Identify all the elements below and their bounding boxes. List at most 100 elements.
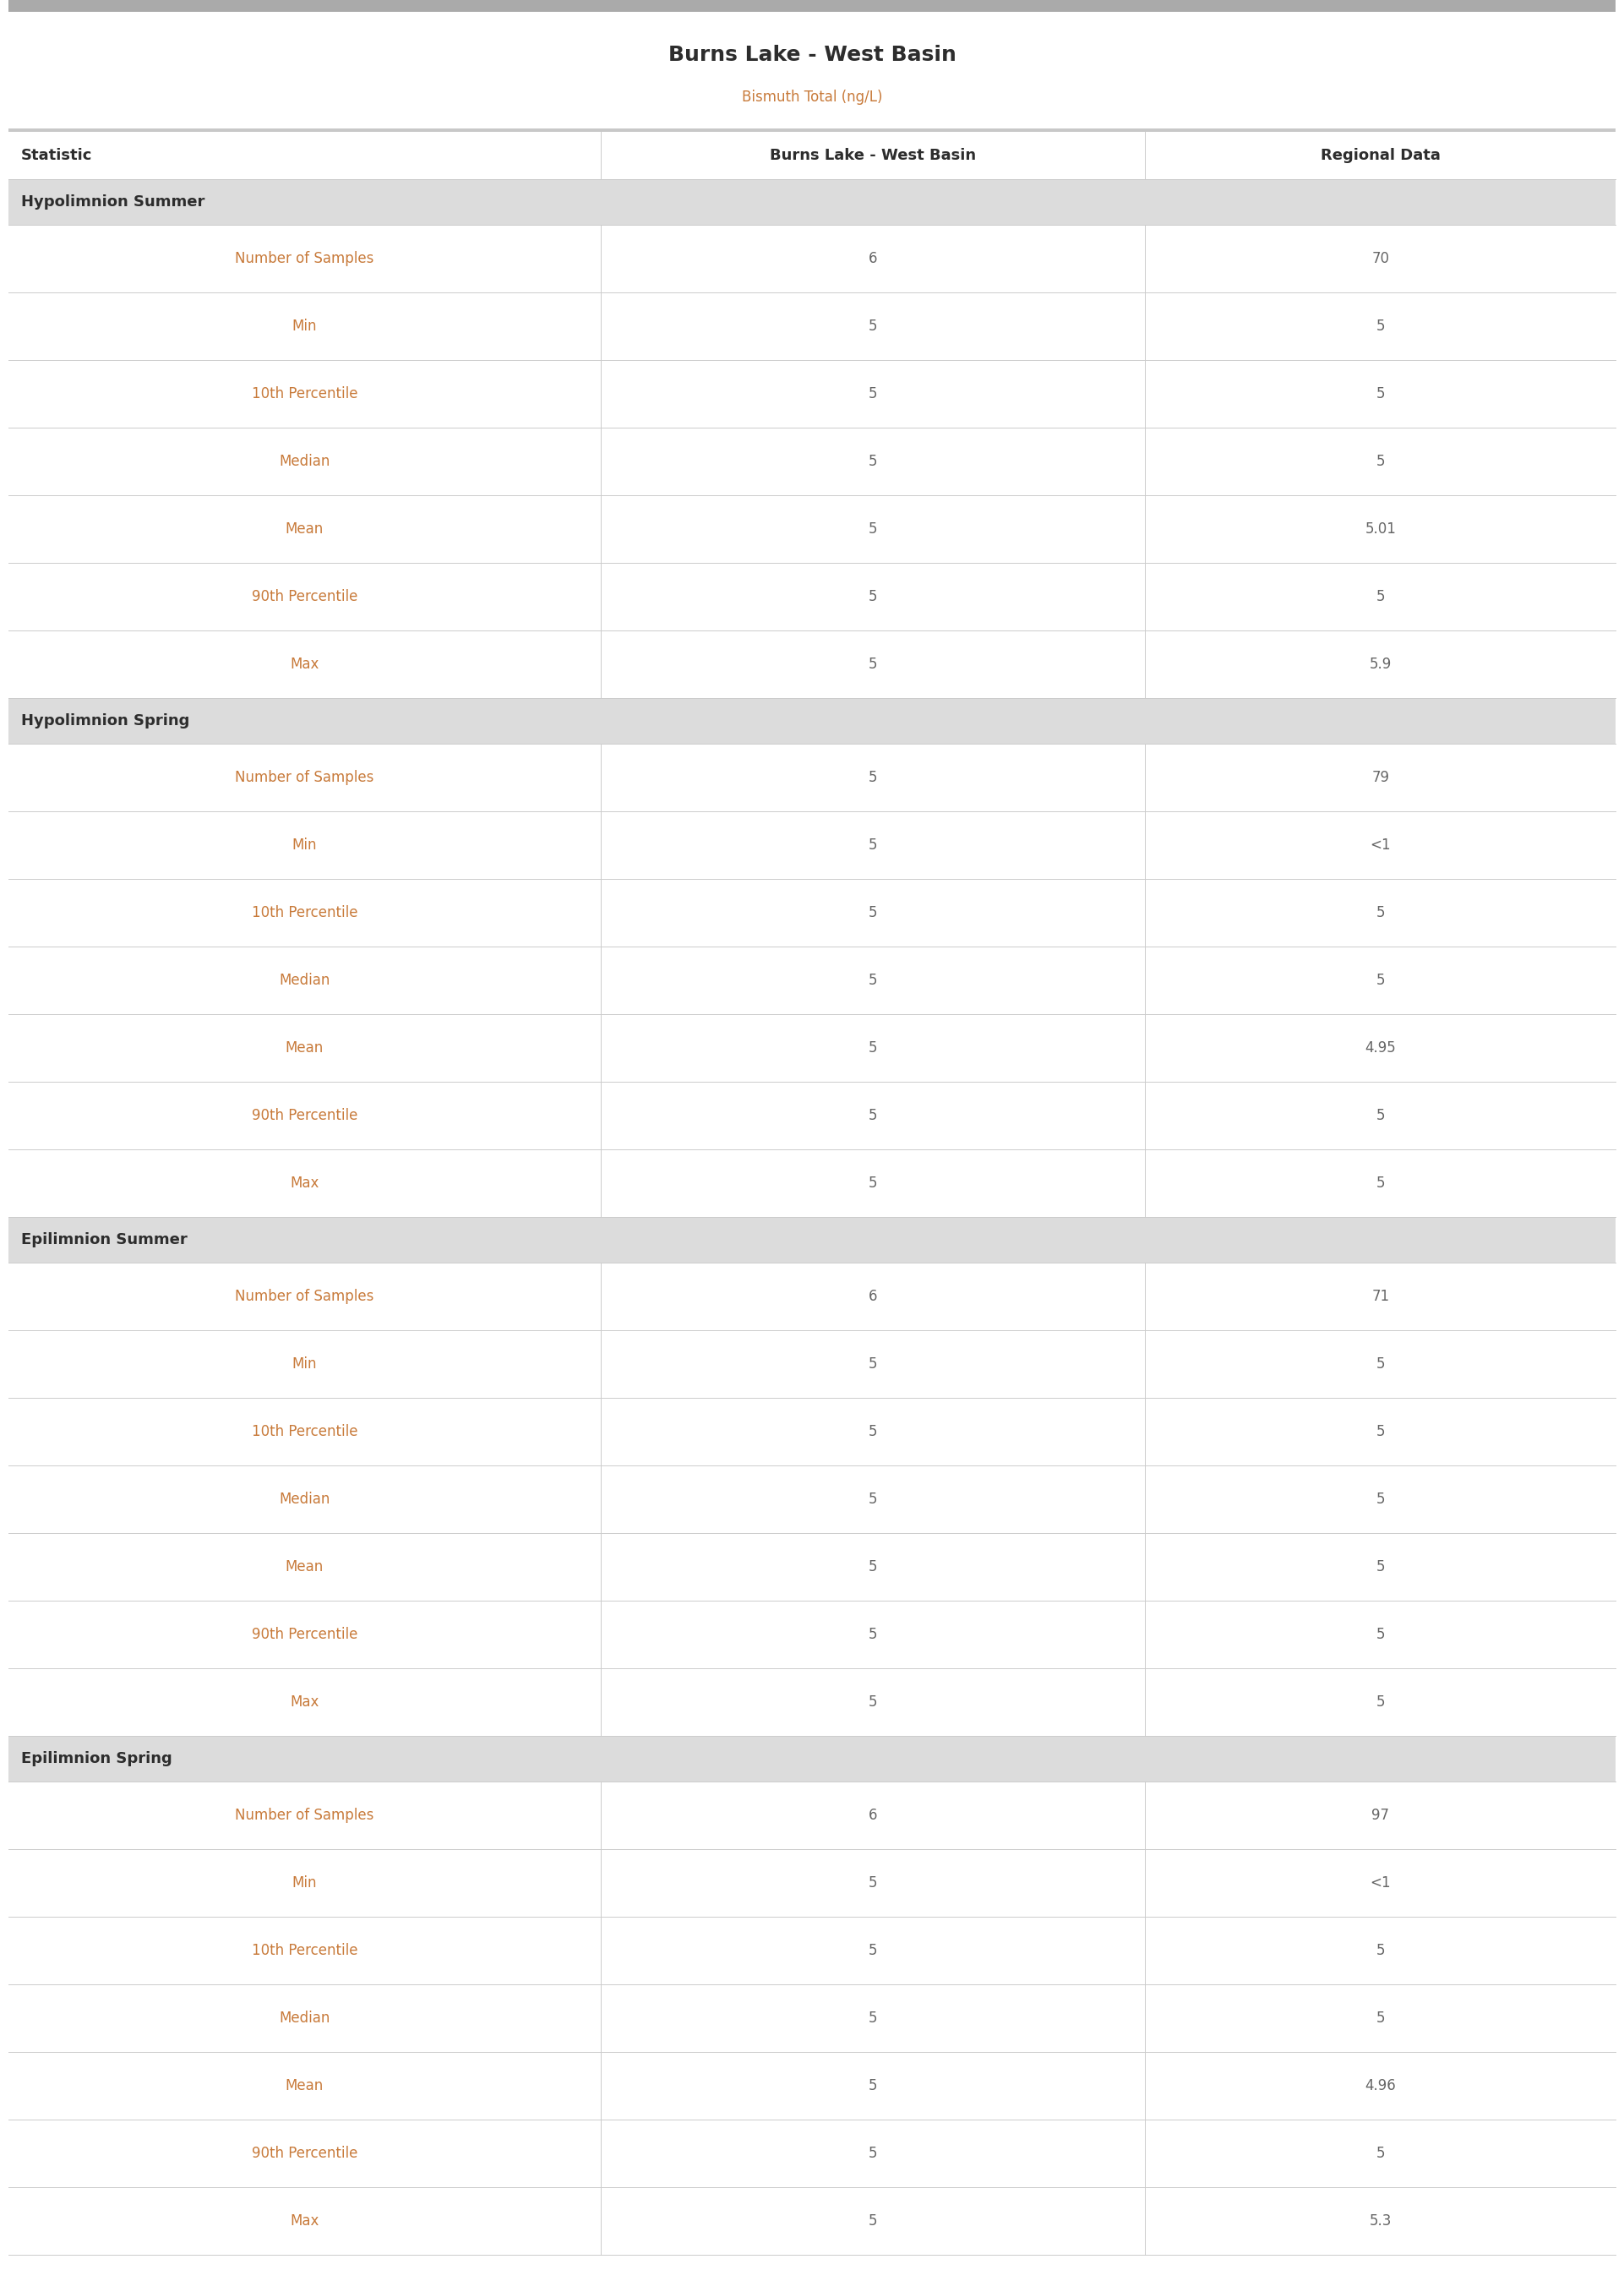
Text: 6: 6 bbox=[869, 252, 877, 266]
Text: Min: Min bbox=[292, 1875, 317, 1891]
Bar bbox=[8, 1217, 1616, 1262]
Text: 5: 5 bbox=[1376, 386, 1385, 402]
Text: 5: 5 bbox=[869, 1693, 877, 1709]
Text: 5: 5 bbox=[1376, 1491, 1385, 1507]
Bar bbox=[8, 1532, 1616, 1600]
Text: 5: 5 bbox=[869, 318, 877, 334]
Bar bbox=[8, 1668, 1616, 1737]
Text: 5: 5 bbox=[1376, 1176, 1385, 1192]
Bar bbox=[8, 1782, 1616, 1850]
Text: Max: Max bbox=[291, 656, 318, 672]
Text: 5: 5 bbox=[869, 1423, 877, 1439]
Text: Mean: Mean bbox=[286, 522, 323, 536]
Text: 5: 5 bbox=[869, 386, 877, 402]
Text: 6: 6 bbox=[869, 1289, 877, 1303]
Text: Median: Median bbox=[279, 454, 330, 470]
Text: 5: 5 bbox=[869, 2077, 877, 2093]
Bar bbox=[8, 2188, 1616, 2254]
Text: 5: 5 bbox=[869, 656, 877, 672]
Text: 5: 5 bbox=[1376, 454, 1385, 470]
Text: 79: 79 bbox=[1372, 770, 1389, 785]
Text: 5: 5 bbox=[1376, 588, 1385, 604]
Text: <1: <1 bbox=[1371, 838, 1390, 854]
Text: 5: 5 bbox=[869, 2213, 877, 2229]
Bar bbox=[8, 179, 1616, 225]
Text: Statistic: Statistic bbox=[21, 148, 93, 163]
Text: 5: 5 bbox=[1376, 1943, 1385, 1959]
Text: Number of Samples: Number of Samples bbox=[235, 1807, 374, 1823]
Text: 5: 5 bbox=[869, 838, 877, 854]
Text: 71: 71 bbox=[1372, 1289, 1389, 1303]
Text: 5: 5 bbox=[1376, 2145, 1385, 2161]
Text: Epilimnion Summer: Epilimnion Summer bbox=[21, 1233, 187, 1248]
Text: 97: 97 bbox=[1372, 1807, 1389, 1823]
Text: 5: 5 bbox=[869, 974, 877, 987]
Text: Median: Median bbox=[279, 1491, 330, 1507]
Bar bbox=[8, 1466, 1616, 1532]
Text: 90th Percentile: 90th Percentile bbox=[252, 1108, 357, 1124]
Text: 70: 70 bbox=[1372, 252, 1389, 266]
Text: Mean: Mean bbox=[286, 1040, 323, 1056]
Text: 5: 5 bbox=[1376, 2011, 1385, 2025]
Bar bbox=[8, 0, 1616, 11]
Text: 5: 5 bbox=[869, 1108, 877, 1124]
Bar bbox=[8, 1737, 1616, 1782]
Text: 90th Percentile: 90th Percentile bbox=[252, 1628, 357, 1641]
Text: 5.01: 5.01 bbox=[1364, 522, 1397, 536]
Text: 5: 5 bbox=[869, 522, 877, 536]
Text: Bismuth Total (ng/L): Bismuth Total (ng/L) bbox=[742, 89, 882, 104]
Text: 5: 5 bbox=[869, 770, 877, 785]
Bar bbox=[8, 1984, 1616, 2052]
Text: 5: 5 bbox=[869, 2145, 877, 2161]
Text: Hypolimnion Summer: Hypolimnion Summer bbox=[21, 195, 205, 209]
Bar bbox=[8, 361, 1616, 427]
Bar bbox=[8, 427, 1616, 495]
Text: 4.95: 4.95 bbox=[1364, 1040, 1397, 1056]
Text: 5.3: 5.3 bbox=[1369, 2213, 1392, 2229]
Text: 5: 5 bbox=[1376, 1559, 1385, 1575]
Text: Min: Min bbox=[292, 318, 317, 334]
Bar bbox=[8, 1916, 1616, 1984]
Bar bbox=[8, 225, 1616, 293]
Text: 5: 5 bbox=[869, 454, 877, 470]
Text: Burns Lake - West Basin: Burns Lake - West Basin bbox=[770, 148, 976, 163]
Bar bbox=[8, 699, 1616, 745]
Text: 5: 5 bbox=[869, 588, 877, 604]
Text: 5: 5 bbox=[1376, 1628, 1385, 1641]
Text: 10th Percentile: 10th Percentile bbox=[252, 386, 357, 402]
Bar bbox=[8, 947, 1616, 1015]
Text: Median: Median bbox=[279, 974, 330, 987]
Text: Max: Max bbox=[291, 1693, 318, 1709]
Text: <1: <1 bbox=[1371, 1875, 1390, 1891]
Text: 5: 5 bbox=[869, 1040, 877, 1056]
Bar bbox=[8, 1398, 1616, 1466]
Text: Number of Samples: Number of Samples bbox=[235, 252, 374, 266]
Text: 5: 5 bbox=[869, 1357, 877, 1371]
Bar bbox=[8, 563, 1616, 631]
Bar bbox=[8, 2052, 1616, 2120]
Bar bbox=[8, 1850, 1616, 1916]
Text: 5: 5 bbox=[869, 1875, 877, 1891]
Bar bbox=[8, 495, 1616, 563]
Bar bbox=[8, 878, 1616, 947]
Bar bbox=[8, 1330, 1616, 1398]
Text: Mean: Mean bbox=[286, 1559, 323, 1575]
Bar bbox=[8, 129, 1616, 132]
Text: 5: 5 bbox=[1376, 318, 1385, 334]
Bar bbox=[8, 1262, 1616, 1330]
Text: Min: Min bbox=[292, 1357, 317, 1371]
Bar bbox=[8, 1015, 1616, 1083]
Text: 10th Percentile: 10th Percentile bbox=[252, 906, 357, 919]
Bar bbox=[8, 631, 1616, 699]
Text: 5.9: 5.9 bbox=[1369, 656, 1392, 672]
Text: Mean: Mean bbox=[286, 2077, 323, 2093]
Text: Max: Max bbox=[291, 2213, 318, 2229]
Text: 10th Percentile: 10th Percentile bbox=[252, 1423, 357, 1439]
Bar bbox=[8, 132, 1616, 179]
Bar bbox=[8, 810, 1616, 878]
Text: Hypolimnion Spring: Hypolimnion Spring bbox=[21, 713, 190, 729]
Text: Max: Max bbox=[291, 1176, 318, 1192]
Text: Epilimnion Spring: Epilimnion Spring bbox=[21, 1750, 172, 1766]
Text: 5: 5 bbox=[869, 2011, 877, 2025]
Text: 5: 5 bbox=[869, 906, 877, 919]
